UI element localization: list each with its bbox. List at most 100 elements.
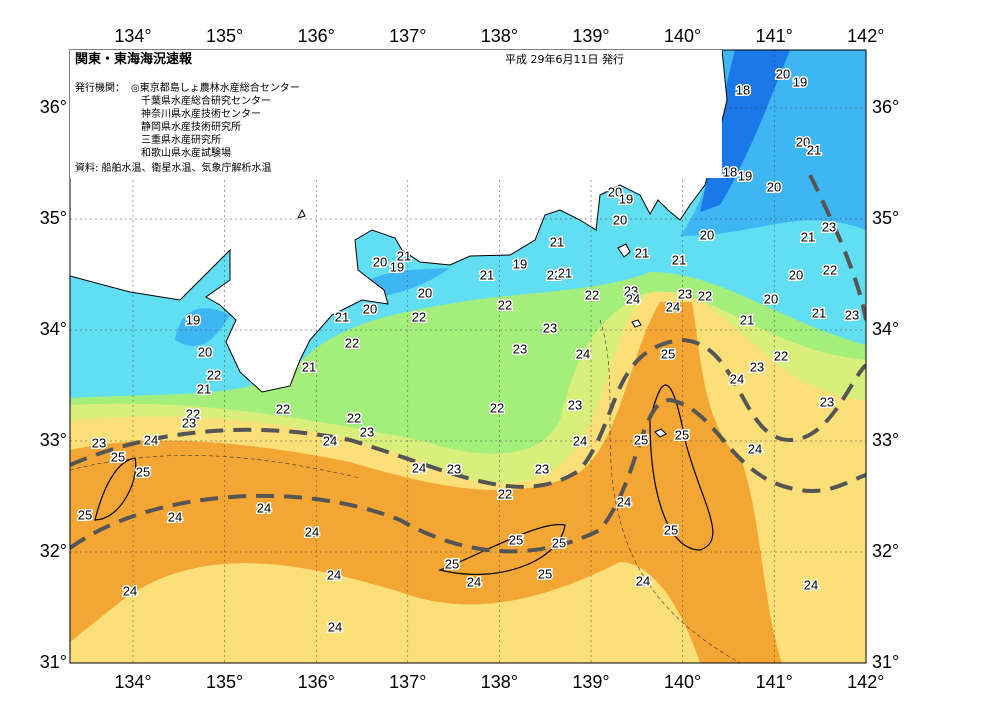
isotherm-label: 22 — [490, 400, 504, 415]
isotherm-label: 23 — [624, 283, 638, 298]
isotherm-label: 19 — [513, 256, 527, 271]
isotherm-label: 22 — [412, 309, 426, 324]
lon-tick-label: 137° — [389, 26, 426, 46]
lat-tick-label: 32° — [40, 541, 67, 561]
isotherm-label: 23 — [845, 307, 859, 322]
isotherm-label: 22 — [207, 367, 221, 382]
isotherm-label: 20 — [613, 212, 627, 227]
lat-tick-label: 31° — [40, 652, 67, 672]
isotherm-label: 24 — [467, 574, 481, 589]
isotherm-label: 21 — [801, 229, 815, 244]
isotherm-label: 25 — [675, 427, 689, 442]
isotherm-label: 22 — [498, 297, 512, 312]
issuer-list: ◎東京都島しょ農林水産総合センター千葉県水産総合研究センター神奈川県水産技術セン… — [131, 81, 300, 159]
isotherm-label: 22 — [276, 401, 290, 416]
isotherm-label: 20 — [700, 227, 714, 242]
kuroshio-axis — [70, 174, 866, 554]
isotherm-label: 21 — [740, 312, 754, 327]
isotherm-label: 24 — [573, 433, 587, 448]
header-box — [70, 50, 722, 178]
isotherm-label: 22 — [347, 410, 361, 425]
source: 資料: 船舶水温、衛星水温、気象庁解析水温 — [75, 161, 272, 174]
lon-tick-label: 139° — [572, 26, 609, 46]
isotherm-label: 23 — [750, 359, 764, 374]
lat-tick-label: 32° — [872, 541, 899, 561]
isotherm-label: 25 — [78, 507, 92, 522]
isotherm-label: 24 — [123, 583, 137, 598]
lon-tick-label: 139° — [572, 672, 609, 692]
isotherm-label: 21 — [397, 248, 411, 263]
isotherm-label: 24 — [626, 291, 640, 306]
isotherm-label: 24 — [730, 371, 744, 386]
title: 関東・東海海況速報 — [75, 51, 193, 67]
lon-tick-label: 138° — [481, 26, 518, 46]
isotherm-label: 20 — [789, 267, 803, 282]
isotherm-label: 24 — [748, 441, 762, 456]
lon-tick-label: 135° — [206, 26, 243, 46]
isotherm-label: 24 — [305, 524, 319, 539]
lon-tick-label: 134° — [114, 672, 151, 692]
isotherm-label: 23 — [535, 461, 549, 476]
issuer: 静岡県水産技術研究所 — [141, 120, 241, 133]
issue-date: 平成 29年6月11日 発行 — [505, 52, 624, 66]
lon-tick-label: 142° — [847, 26, 884, 46]
lon-tick-label: 140° — [664, 26, 701, 46]
isotherm-label: 18 — [723, 164, 737, 179]
isotherm-label: 24 — [412, 460, 426, 475]
lon-tick-label: 134° — [114, 26, 151, 46]
isotherm-label: 25 — [445, 556, 459, 571]
isotherm-label: 23 — [543, 320, 557, 335]
isotherm-label: 24 — [327, 567, 341, 582]
isotherm-label: 24 — [257, 500, 271, 515]
sea-18 — [700, 50, 790, 212]
issuer: 千葉県水産総合研究センター — [141, 94, 271, 107]
lon-tick-label: 142° — [847, 672, 884, 692]
lon-tick-label: 141° — [756, 672, 793, 692]
isotherm-label: 21 — [335, 309, 349, 324]
isotherm-label: 22 — [345, 335, 359, 350]
lat-tick-label: 34° — [40, 319, 67, 339]
isotherm-label: 21 — [807, 142, 821, 157]
lat-tick-label: 33° — [872, 430, 899, 450]
isotherm-label: 24 — [666, 299, 680, 314]
isotherm-label: 20 — [767, 179, 781, 194]
issuer: ◎東京都島しょ農林水産総合センター — [131, 81, 300, 94]
isotherm-label: 21 — [635, 245, 649, 260]
isotherm-label: 22 — [698, 288, 712, 303]
isotherm-label: 24 — [576, 346, 590, 361]
isotherm-label: 19 — [186, 312, 200, 327]
isotherm-label: 25 — [111, 449, 125, 464]
isotherm-label: 20 — [776, 66, 790, 81]
isotherm-label: 25 — [136, 464, 150, 479]
isotherm-label: 24 — [636, 573, 650, 588]
isotherm-label: 19 — [619, 191, 633, 206]
lat-tick-label: 35° — [40, 208, 67, 228]
isotherm-label: 23 — [182, 415, 196, 430]
isotherm-label: 23 — [92, 435, 106, 450]
lat-tick-label: 34° — [872, 319, 899, 339]
lon-tick-label: 137° — [389, 672, 426, 692]
isotherm-label: 22 — [823, 262, 837, 277]
isotherm-label: 21 — [197, 381, 211, 396]
lat-tick-label: 36° — [40, 97, 67, 117]
isotherm-label: 18 — [736, 82, 750, 97]
lon-tick-label: 141° — [756, 26, 793, 46]
isotherm-label: 20 — [373, 254, 387, 269]
island — [297, 208, 667, 438]
isotherm-label: 23 — [447, 461, 461, 476]
sea-20 — [175, 50, 866, 346]
isotherm-label: 21 — [558, 265, 572, 280]
isotherm-label: 20 — [363, 301, 377, 316]
issuer: 和歌山県水産試験場 — [141, 146, 231, 159]
lon-tick-label: 138° — [481, 672, 518, 692]
isotherm-label: 24 — [328, 619, 342, 634]
isotherm-label: 20 — [796, 134, 810, 149]
issuer: 神奈川県水産技術センター — [141, 107, 261, 120]
isotherm-label: 23 — [568, 397, 582, 412]
isotherm-label: 20 — [608, 184, 622, 199]
isotherm-label: 23 — [822, 219, 836, 234]
isotherm-label: 24 — [323, 433, 337, 448]
lat-tick-label: 36° — [872, 97, 899, 117]
